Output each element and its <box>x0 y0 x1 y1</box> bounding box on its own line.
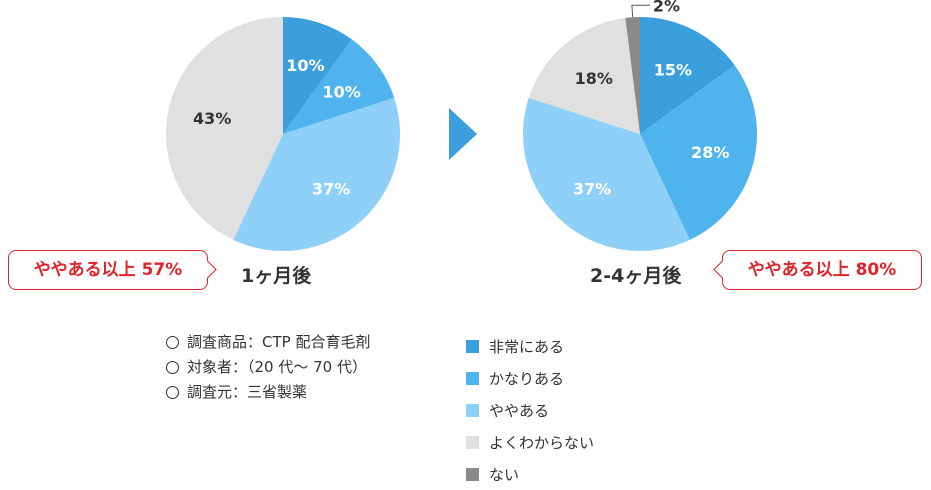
pie1-slice-unsure <box>166 17 283 240</box>
pie2-slice-quite <box>640 65 757 240</box>
pie2-label-quite: 28% <box>691 143 729 162</box>
pie2-label-unsure: 18% <box>575 69 613 88</box>
chart-legend: 非常にある かなりある ややある よくわからない ない <box>466 330 594 490</box>
pie1-label-quite: 10% <box>323 82 361 101</box>
note-source: 調査元：三省製薬 <box>166 380 370 405</box>
pie2-leader-line <box>631 4 650 18</box>
legend-swatch <box>466 467 479 481</box>
pie2-label-very: 15% <box>654 60 692 79</box>
callout-2-4-months-text: ややある以上 80% <box>747 260 897 280</box>
note-product: 調査商品：CTP 配合育毛剤 <box>166 330 370 355</box>
callout-2-4-months: ややある以上 80% <box>722 250 922 290</box>
legend-item-none: ない <box>466 458 594 490</box>
pie2-label-none: 2% <box>653 0 680 15</box>
legend-swatch <box>466 371 479 385</box>
pie-chart-2-4-months: 15% 28% 37% 18% 2% <box>523 0 757 252</box>
chart-2-title: 2-4ヶ月後 <box>590 265 682 287</box>
note-subjects: 対象者：（20 代〜 70 代） <box>166 355 370 380</box>
pie2-slice-none <box>625 17 640 134</box>
chart-1-title: 1ヶ月後 <box>241 265 312 287</box>
circle-bullet-icon <box>166 361 179 374</box>
survey-notes: 調査商品：CTP 配合育毛剤 対象者：（20 代〜 70 代） 調査元：三省製薬 <box>166 330 370 405</box>
pie1-label-unsure: 43% <box>193 109 231 128</box>
callout-1-month-text: ややある以上 57% <box>33 260 183 280</box>
circle-bullet-icon <box>166 336 179 349</box>
pie2-slice-unsure <box>528 17 640 135</box>
callout-1-month: ややある以上 57% <box>8 250 208 290</box>
legend-label: ややある <box>489 401 550 420</box>
pie2-label-somewhat: 37% <box>573 179 611 198</box>
note-product-text: 調査商品：CTP 配合育毛剤 <box>187 333 371 351</box>
circle-bullet-icon <box>166 386 179 399</box>
pie1-slice-quite <box>283 39 395 134</box>
legend-swatch <box>466 339 479 353</box>
legend-item-very: 非常にある <box>466 330 594 362</box>
legend-label: 非常にある <box>489 337 565 356</box>
legend-item-unsure: よくわからない <box>466 426 594 458</box>
pie-chart-1-month: 10% 10% 37% 43% <box>166 17 401 252</box>
pie2-slice-very <box>640 17 735 134</box>
pie2-slice-somewhat <box>523 97 690 252</box>
legend-item-somewhat: ややある <box>466 394 594 426</box>
legend-item-quite: かなりある <box>466 362 594 394</box>
pie1-label-very: 10% <box>286 56 324 75</box>
pie1-slice-somewhat <box>233 97 401 252</box>
transition-arrow-icon <box>449 108 477 160</box>
legend-swatch <box>466 403 479 417</box>
legend-label: かなりある <box>489 369 565 388</box>
pie1-label-somewhat: 37% <box>312 179 350 198</box>
legend-label: よくわからない <box>489 433 595 452</box>
pie1-slice-very <box>283 17 352 134</box>
note-source-text: 調査元：三省製薬 <box>187 383 308 401</box>
note-subjects-text: 対象者：（20 代〜 70 代） <box>187 358 367 376</box>
legend-label: ない <box>489 465 520 484</box>
legend-swatch <box>466 435 479 449</box>
